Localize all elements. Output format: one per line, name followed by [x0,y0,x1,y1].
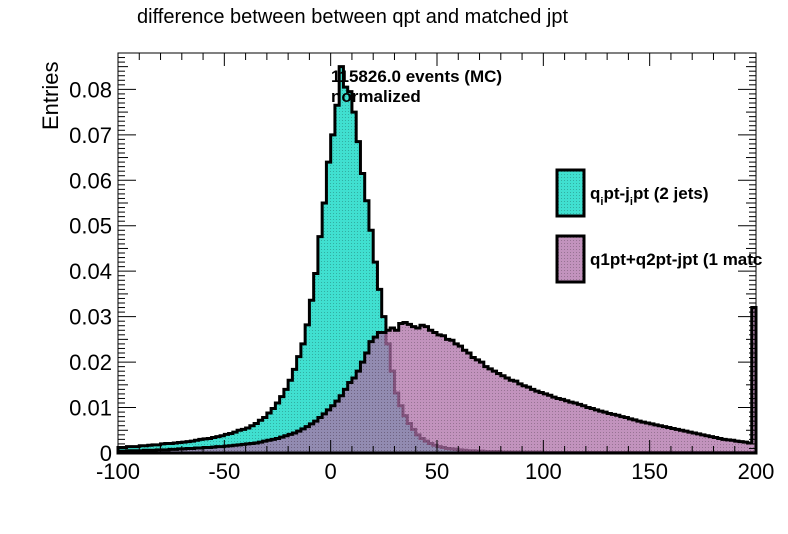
axis-ticks [117,52,757,454]
histogram-series-2 [116,306,758,455]
y-tick-label: 0.08 [69,77,112,102]
x-tick-label: -100 [96,459,140,484]
x-tick-label: -50 [208,459,240,484]
x-tick-label: 150 [631,459,668,484]
legend-label: q1pt+q2pt-jpt (1 matc [590,250,762,269]
legend-swatch-outline [555,234,586,284]
normalized-annotation: normalized [331,87,421,106]
chart-title: difference between between qpt and match… [137,6,569,28]
legend: qipt-jipt (2 jets) q1pt+q2pt-jpt (1 matc [555,168,762,284]
legend-entry-2: q1pt+q2pt-jpt (1 matc [555,234,762,284]
series-outline [116,306,758,455]
tick-labels: -100 -50 0 50 100 150 200 0 0.01 0.02 0.03 0.04 0.05… [69,77,774,484]
legend-swatch-outline [555,168,586,218]
legend-entry-1: qipt-jipt (2 jets) [555,168,709,218]
y-tick-label: 0.02 [69,350,112,375]
y-tick-label: 0.01 [69,396,112,421]
x-tick-label: 50 [425,459,449,484]
y-tick-label: 0.03 [69,305,112,330]
y-tick-label: 0.07 [69,123,112,148]
x-tick-label: 200 [738,459,775,484]
y-axis-label: Entries [38,62,63,130]
events-annotation: 115826.0 events (MC) [331,67,502,86]
y-tick-label: 0.06 [69,168,112,193]
x-tick-label: 100 [525,459,562,484]
legend-label: qipt-jipt (2 jets) [590,184,709,208]
y-tick-label: 0 [100,441,112,466]
y-tick-label: 0.05 [69,214,112,239]
y-tick-label: 0.04 [69,259,112,284]
x-tick-label: 0 [325,459,337,484]
